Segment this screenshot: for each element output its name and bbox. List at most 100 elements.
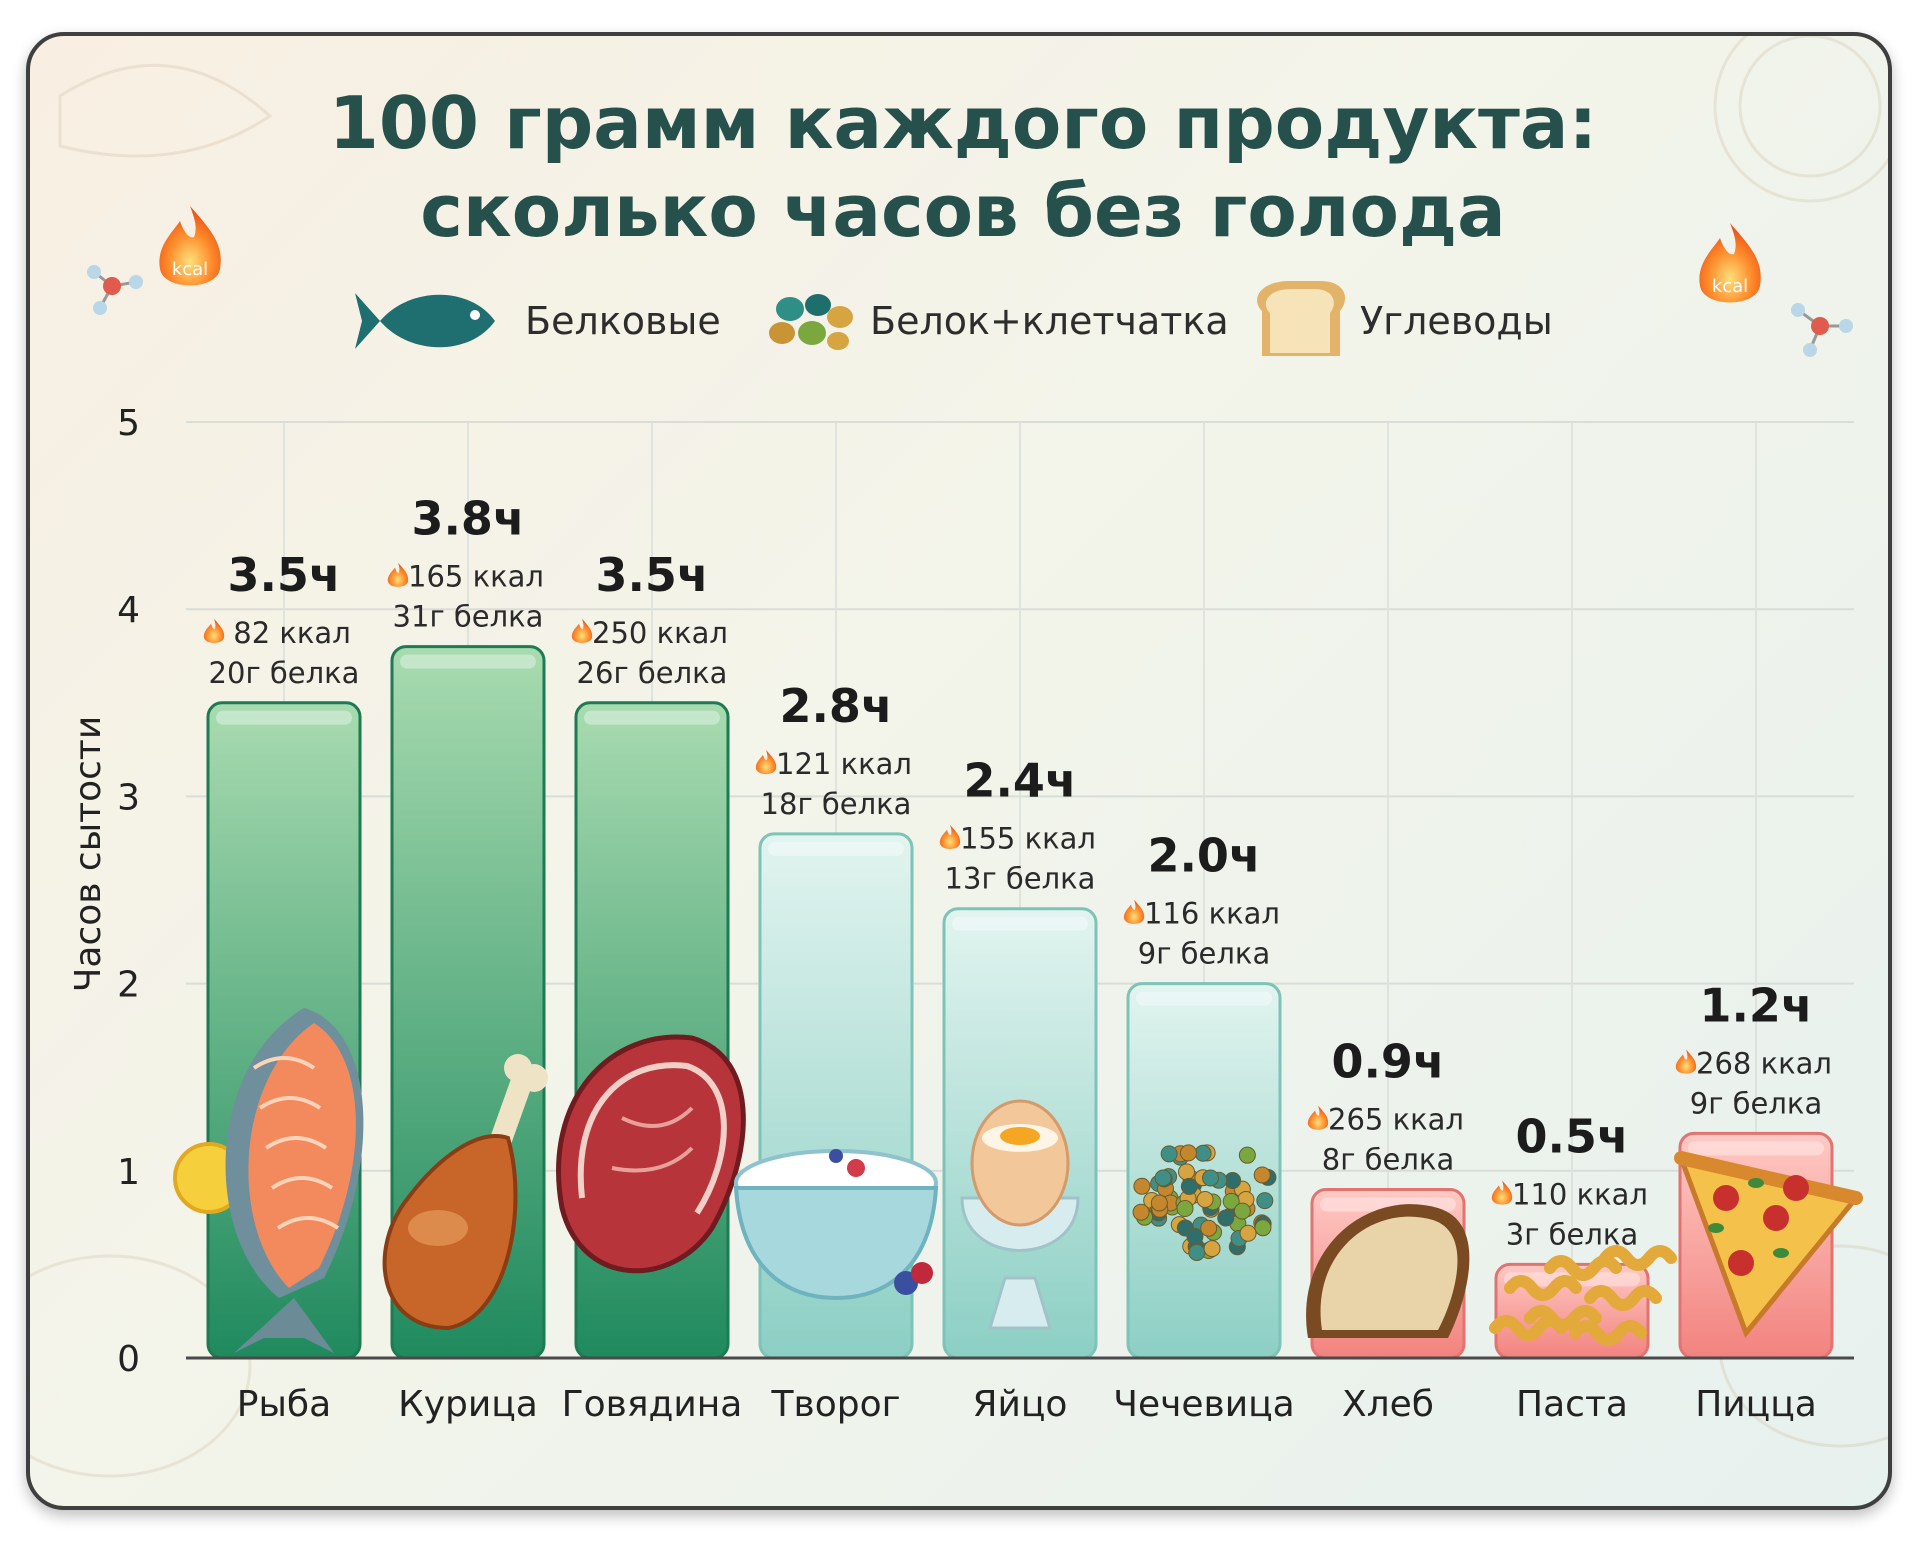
x-category-label: Паста [1516,1384,1628,1425]
bread-slice-icon [1306,1204,1470,1338]
chicken-leg-icon [382,1054,548,1331]
bar-kcal-label: 268 ккал [1696,1046,1832,1080]
flame-icon [939,824,961,849]
x-category-label: Рыба [237,1384,331,1425]
y-tick-label: 3 [117,777,140,818]
infographic-card: 100 грамм каждого продукта: сколько часо… [26,32,1892,1510]
molecule-icon-right [1791,303,1853,357]
salmon-icon [173,1008,364,1353]
bread-icon [1257,281,1346,356]
bar-protein-label: 9г белка [1138,937,1270,971]
bar-value-label: 1.2ч [1699,978,1812,1032]
y-axis-label: Часов сытости [68,716,109,993]
bar-label-group: 3.5ч 250 ккал 26г белка [571,548,728,690]
chart-title-line2: сколько часов без голода [420,169,1505,253]
bar-kcal-label: 250 ккал [592,616,728,650]
bar-highlight [400,654,536,669]
bar-highlight [952,916,1088,931]
bar-highlight [1688,1141,1824,1156]
bar-protein-label: 9г белка [1690,1086,1822,1120]
food-illustrations [173,1008,1863,1353]
chart-title-line1: 100 грамм каждого продукта: [329,81,1598,165]
legend-item-protein: Белковые [355,293,721,349]
flame-icon [1307,1105,1329,1130]
plate-sketch-icon [30,1254,252,1478]
pizza-sketch-icon [1713,36,1888,203]
x-category-label: Творог [770,1384,900,1425]
bar-protein-label: 20г белка [209,656,360,690]
x-axis-categories: Рыба Курица Говядина Творог Яйцо Чечевица Хлеб… [237,1384,1817,1425]
bar-kcal-label: 155 ккал [960,822,1096,856]
flame-icon [387,562,409,587]
bar-label-group: 2.0ч 116 ккал 9г белка [1123,829,1280,971]
bar-label-group: 1.2ч 268 ккал 9г белка [1675,978,1832,1120]
flame-icon [1491,1180,1513,1205]
bar-value-label: 2.8ч [779,679,892,733]
legend-label-carb: Углеводы [1360,299,1553,343]
y-tick-label: 5 [117,403,140,444]
y-tick-label: 0 [117,1339,140,1380]
bar-protein-label: 3г белка [1506,1217,1638,1251]
bar-label-group: 2.8ч 121 ккал 18г белка [755,679,912,821]
satiety-bar-chart: 100 грамм каждого продукта: сколько часо… [30,36,1888,1478]
legend-item-fiber: Белок+клетчатка [769,294,1229,350]
cottage-cheese-icon [733,1149,939,1301]
bar-value-label: 3.8ч [411,492,524,546]
bar-protein-label: 18г белка [761,787,912,821]
legend-label-fiber: Белок+клетчатка [870,299,1229,343]
bar-highlight [1136,991,1272,1006]
flame-icon [203,618,225,644]
kcal-badge-label: kcal [172,259,208,280]
x-category-label: Хлеб [1342,1384,1434,1425]
bar-protein-label: 31г белка [393,600,544,634]
bar-kcal-label: 265 ккал [1328,1103,1464,1137]
x-category-label: Курица [398,1384,538,1425]
pizza-sketch-inner [1738,36,1882,178]
flame-icon [1123,899,1145,924]
x-category-label: Чечевица [1113,1384,1294,1425]
bar-labels: 3.5ч 82 ккал 20г белка 3.8ч 165 ккал 31г белк… [203,492,1832,1251]
bar-protein-label: 13г белка [945,862,1096,896]
bar-label-group: 3.5ч 82 ккал 20г белка [203,548,360,690]
leaf-sketch-icon [58,63,273,158]
bar-value-label: 0.9ч [1331,1035,1444,1089]
bar-label-group: 0.5ч 110 ккал 3г белка [1491,1109,1648,1251]
bar-kcal-label: 82 ккал [233,616,350,650]
molecule-icon-left [87,265,143,315]
flame-icon [1675,1049,1697,1074]
bar-value-label: 3.5ч [595,548,708,602]
bar-highlight [216,710,352,725]
pizza-icon [1674,1151,1863,1338]
bar-value-label: 0.5ч [1515,1109,1628,1163]
bar-protein-label: 8г белка [1322,1143,1454,1177]
bar-kcal-label: 116 ккал [1144,897,1280,931]
bar-kcal-label: 165 ккал [408,560,544,594]
flame-icon [1699,223,1761,303]
legend-item-carb: Углеводы [1257,281,1553,356]
flame-icon [755,749,777,775]
bar-label-group: 3.8ч 165 ккал 31г белка [387,492,544,634]
x-category-label: Яйцо [973,1384,1068,1425]
bar-label-group: 2.4ч 155 ккал 13г белка [939,754,1096,896]
fish-icon [355,293,495,349]
x-category-label: Пицца [1695,1384,1817,1425]
flame-icon [159,206,221,286]
bar-value-label: 2.0ч [1147,829,1260,883]
x-category-label: Говядина [562,1384,743,1425]
y-tick-label: 1 [117,1152,140,1193]
bar-kcal-label: 110 ккал [1512,1177,1648,1211]
bar-value-label: 2.4ч [963,754,1076,808]
bar-value-label: 3.5ч [227,548,340,602]
legend-label-protein: Белковые [525,299,721,343]
lentils-icon [1132,1144,1277,1261]
bar-kcal-label: 121 ккал [776,747,912,781]
bar-highlight [584,710,720,725]
y-axis-ticks: 0 1 2 3 4 5 [117,403,140,1380]
kcal-badge-label: kcal [1712,276,1748,297]
legend: Белковые Белок+клетчатка Углевод [355,281,1553,356]
bar-label-group: 0.9ч 265 ккал 8г белка [1307,1035,1464,1177]
kcal-flame-badge-right: kcal [1699,223,1761,303]
y-tick-label: 2 [117,965,140,1006]
flame-icon [571,618,593,644]
beans-icon [769,294,853,350]
